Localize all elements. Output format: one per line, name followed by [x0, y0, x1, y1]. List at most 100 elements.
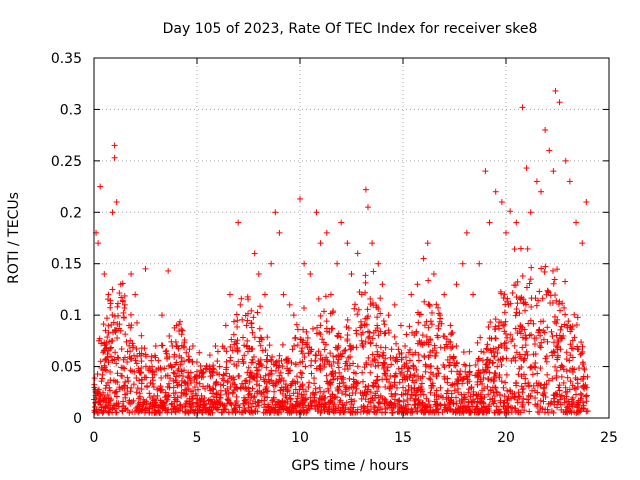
data-point	[377, 310, 384, 317]
data-point	[423, 395, 430, 402]
data-point	[497, 341, 504, 348]
data-point	[269, 397, 276, 404]
data-point	[151, 392, 158, 399]
data-point	[228, 375, 235, 382]
data-point	[209, 390, 216, 397]
data-point	[516, 351, 523, 358]
data-point	[533, 403, 540, 410]
data-point	[144, 384, 151, 391]
data-point	[391, 301, 398, 308]
data-point	[552, 390, 559, 397]
data-point	[357, 318, 364, 325]
data-point	[440, 362, 447, 369]
data-point	[258, 362, 265, 369]
data-point	[246, 345, 253, 352]
data-point	[451, 387, 458, 394]
data-point	[512, 312, 519, 319]
data-point	[233, 340, 240, 347]
data-point	[192, 373, 199, 380]
data-point	[375, 332, 382, 339]
data-point	[121, 301, 128, 308]
data-point	[299, 345, 306, 352]
data-point	[313, 209, 320, 216]
data-point	[503, 229, 509, 236]
data-point	[119, 373, 126, 380]
data-point	[105, 408, 112, 415]
data-point	[580, 375, 587, 382]
data-point	[275, 364, 282, 371]
data-point	[132, 357, 139, 364]
data-point	[245, 394, 252, 401]
data-point	[435, 322, 442, 329]
data-point	[432, 401, 439, 408]
data-point	[492, 188, 499, 195]
data-point	[382, 344, 389, 351]
data-point	[338, 373, 345, 380]
data-point	[484, 346, 491, 353]
data-point	[525, 383, 532, 390]
data-point	[335, 364, 342, 371]
data-point	[96, 398, 103, 405]
data-point	[265, 401, 272, 408]
data-point	[294, 395, 301, 402]
data-point	[121, 292, 128, 299]
data-point	[209, 385, 216, 392]
data-point	[583, 392, 590, 399]
data-point	[501, 393, 508, 400]
data-point	[100, 321, 107, 328]
data-point	[138, 332, 145, 339]
data-point	[379, 281, 386, 288]
data-point	[158, 374, 165, 381]
y-tick-labels: 0 0.05 0.1 0.15 0.2 0.25 0.3 0.35	[51, 51, 82, 427]
data-point	[304, 334, 311, 341]
data-point	[582, 393, 589, 400]
data-point	[542, 406, 549, 413]
data-point	[421, 322, 428, 329]
y-tick-label: 0.1	[60, 308, 82, 324]
data-point	[409, 409, 416, 416]
data-point	[263, 356, 270, 363]
data-point	[537, 332, 544, 339]
data-point	[382, 329, 389, 336]
data-point	[381, 361, 388, 368]
data-point	[272, 367, 279, 374]
data-point	[164, 406, 171, 413]
data-point	[578, 392, 585, 399]
data-point	[362, 279, 369, 286]
data-point	[557, 326, 564, 333]
data-point	[527, 363, 534, 370]
data-point	[519, 104, 526, 111]
data-point	[408, 384, 415, 391]
data-point	[128, 271, 135, 277]
data-point	[367, 369, 374, 376]
data-point	[443, 336, 450, 343]
data-point	[577, 390, 584, 397]
data-point	[522, 307, 529, 314]
data-point	[172, 361, 179, 368]
data-point	[321, 364, 328, 371]
data-point	[491, 370, 498, 377]
data-point	[168, 401, 175, 408]
data-point	[152, 409, 159, 416]
data-point	[263, 364, 270, 371]
data-point	[498, 378, 505, 385]
data-point	[486, 335, 493, 342]
data-point	[292, 334, 299, 341]
data-point	[422, 402, 429, 409]
data-point	[114, 303, 121, 310]
data-point	[400, 398, 407, 405]
data-point	[556, 382, 563, 389]
data-point	[491, 377, 498, 384]
data-point	[169, 343, 176, 349]
data-point	[374, 373, 381, 380]
data-point	[485, 407, 492, 414]
data-point	[448, 390, 455, 397]
grid	[94, 58, 609, 418]
data-point	[421, 298, 428, 305]
data-point	[381, 370, 388, 377]
data-point	[173, 322, 180, 329]
data-point	[413, 329, 420, 336]
data-point	[408, 291, 415, 298]
data-point	[410, 363, 417, 370]
data-point	[466, 348, 473, 355]
